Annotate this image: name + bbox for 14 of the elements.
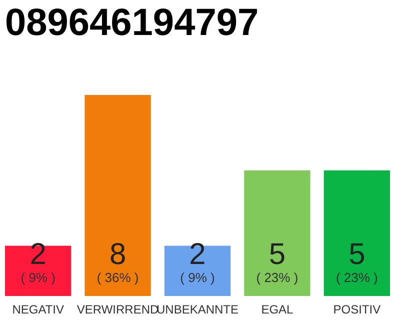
data-label: 5 bbox=[268, 238, 286, 271]
data-label: 2 bbox=[189, 238, 206, 271]
data-label: 5 bbox=[348, 238, 366, 271]
annotation: ( 36% ) bbox=[96, 270, 139, 285]
x-tick-label: NEGATIV bbox=[12, 302, 64, 316]
chart-title: 089646194797 bbox=[5, 2, 259, 44]
data-label: 8 bbox=[109, 238, 126, 271]
data-label: 2 bbox=[30, 238, 46, 271]
annotation: ( 9% ) bbox=[20, 270, 56, 285]
annotation: ( 9% ) bbox=[180, 270, 215, 285]
x-tick-label: EGAL bbox=[261, 302, 294, 316]
annotation: ( 23% ) bbox=[256, 270, 298, 285]
x-tick-label: POSITIV bbox=[333, 302, 381, 316]
annotation: ( 23% ) bbox=[336, 270, 378, 285]
